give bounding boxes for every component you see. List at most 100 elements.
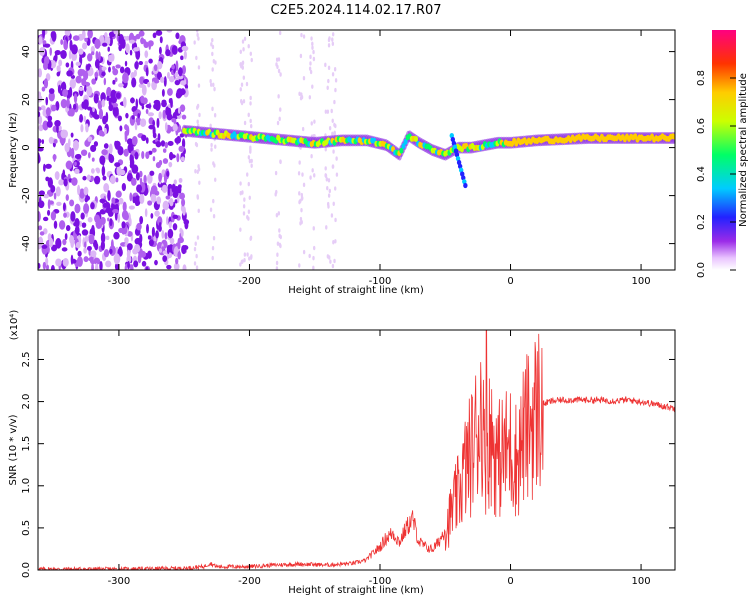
- noise-blob: [145, 266, 149, 270]
- noise-blob: [69, 39, 73, 51]
- noise-blob: [87, 152, 91, 159]
- noise-blob: [108, 97, 112, 107]
- faint-streak-dot: [214, 144, 217, 149]
- noise-blob: [58, 179, 65, 186]
- noise-blob: [137, 112, 141, 119]
- noise-blob: [144, 208, 148, 218]
- noise-blob: [112, 102, 119, 108]
- noise-blob: [145, 103, 152, 109]
- noise-blob: [44, 55, 50, 65]
- faint-streak-dot: [324, 173, 327, 178]
- noise-blob: [75, 75, 82, 84]
- noise-blob: [125, 112, 129, 119]
- snr-frame: [37, 329, 676, 571]
- faint-streak-dot: [194, 141, 198, 147]
- faint-streak-dot: [326, 254, 330, 259]
- noise-blob: [74, 153, 82, 160]
- noise-blob: [90, 168, 95, 174]
- noise-blob: [110, 239, 114, 251]
- noise-blob: [166, 244, 170, 255]
- faint-streak-dot: [312, 49, 315, 55]
- noise-blob: [103, 127, 107, 135]
- noise-blob: [142, 97, 148, 105]
- noise-blob: [180, 204, 184, 212]
- faint-streak-dot: [302, 34, 306, 39]
- faint-streak-dot: [247, 112, 250, 118]
- noise-blob: [45, 107, 51, 117]
- faint-streak-dot: [195, 265, 199, 270]
- noise-blob: [148, 239, 154, 247]
- noise-blob: [83, 203, 90, 214]
- noise-blob: [103, 143, 109, 149]
- noise-blob: [99, 64, 102, 76]
- x-tick-label: 0: [507, 276, 513, 287]
- noise-blob: [167, 88, 173, 96]
- faint-streak-dot: [211, 37, 214, 43]
- noise-blob: [100, 216, 106, 225]
- noise-blob: [38, 190, 45, 196]
- faint-streak-dot: [333, 67, 337, 72]
- faint-streak-dot: [275, 266, 279, 270]
- faint-streak-dot: [250, 163, 253, 168]
- faint-streak-dot: [327, 193, 331, 198]
- noise-blob: [162, 250, 169, 255]
- faint-streak-dot: [331, 263, 335, 269]
- faint-streak-dot: [196, 169, 199, 174]
- noise-blob: [50, 104, 57, 112]
- noise-blob: [71, 44, 78, 55]
- colorbar-tick-label: 0.8: [696, 70, 707, 86]
- faint-streak-dot: [328, 126, 332, 131]
- noise-blob: [179, 227, 183, 234]
- noise-blob: [49, 60, 57, 69]
- noise-blob: [74, 161, 77, 167]
- noise-blob: [45, 96, 49, 106]
- faint-streak-dot: [325, 177, 329, 182]
- faint-streak-dot: [308, 95, 312, 100]
- noise-blob: [72, 139, 79, 151]
- noise-blob: [83, 186, 89, 196]
- noise-blob: [95, 50, 99, 61]
- noise-blob: [39, 196, 42, 204]
- noise-blob: [136, 184, 143, 193]
- noise-blob: [145, 137, 149, 144]
- noise-blob: [184, 221, 189, 230]
- noise-blob: [112, 68, 119, 76]
- noise-blob: [45, 257, 49, 266]
- noise-blob: [129, 158, 135, 168]
- faint-streak-dot: [331, 37, 334, 42]
- faint-streak-dot: [196, 235, 200, 240]
- faint-streak-dot: [197, 83, 201, 88]
- noise-blob: [50, 264, 55, 270]
- noise-blob: [131, 115, 135, 120]
- noise-blob: [179, 88, 186, 96]
- faint-streak-dot: [209, 82, 213, 87]
- noise-blob: [39, 231, 45, 236]
- faint-streak-dot: [194, 241, 197, 246]
- faint-streak-dot: [241, 190, 244, 195]
- noise-blob: [62, 238, 67, 246]
- noise-blob: [173, 179, 177, 185]
- noise-blob: [83, 247, 87, 254]
- branch-streak: [463, 182, 468, 189]
- noise-blob: [83, 256, 89, 263]
- noise-blob: [48, 237, 54, 248]
- faint-streak-dot: [193, 40, 196, 45]
- faint-streak-dot: [212, 82, 215, 88]
- faint-streak-dot: [245, 81, 249, 87]
- noise-blob: [144, 50, 149, 58]
- noise-blob: [60, 39, 64, 46]
- faint-streak-dot: [210, 142, 213, 148]
- noise-blob: [168, 229, 173, 239]
- noise-blob: [177, 239, 181, 250]
- noise-blob: [126, 125, 130, 136]
- noise-blob: [118, 44, 123, 52]
- noise-blob: [76, 256, 83, 267]
- noise-blob: [38, 146, 44, 152]
- noise-blob: [86, 86, 93, 97]
- faint-streak-dot: [324, 109, 328, 114]
- noise-blob: [147, 235, 152, 240]
- noise-blob: [134, 122, 138, 131]
- faint-streak-dot: [212, 236, 216, 241]
- faint-streak-dot: [249, 255, 253, 260]
